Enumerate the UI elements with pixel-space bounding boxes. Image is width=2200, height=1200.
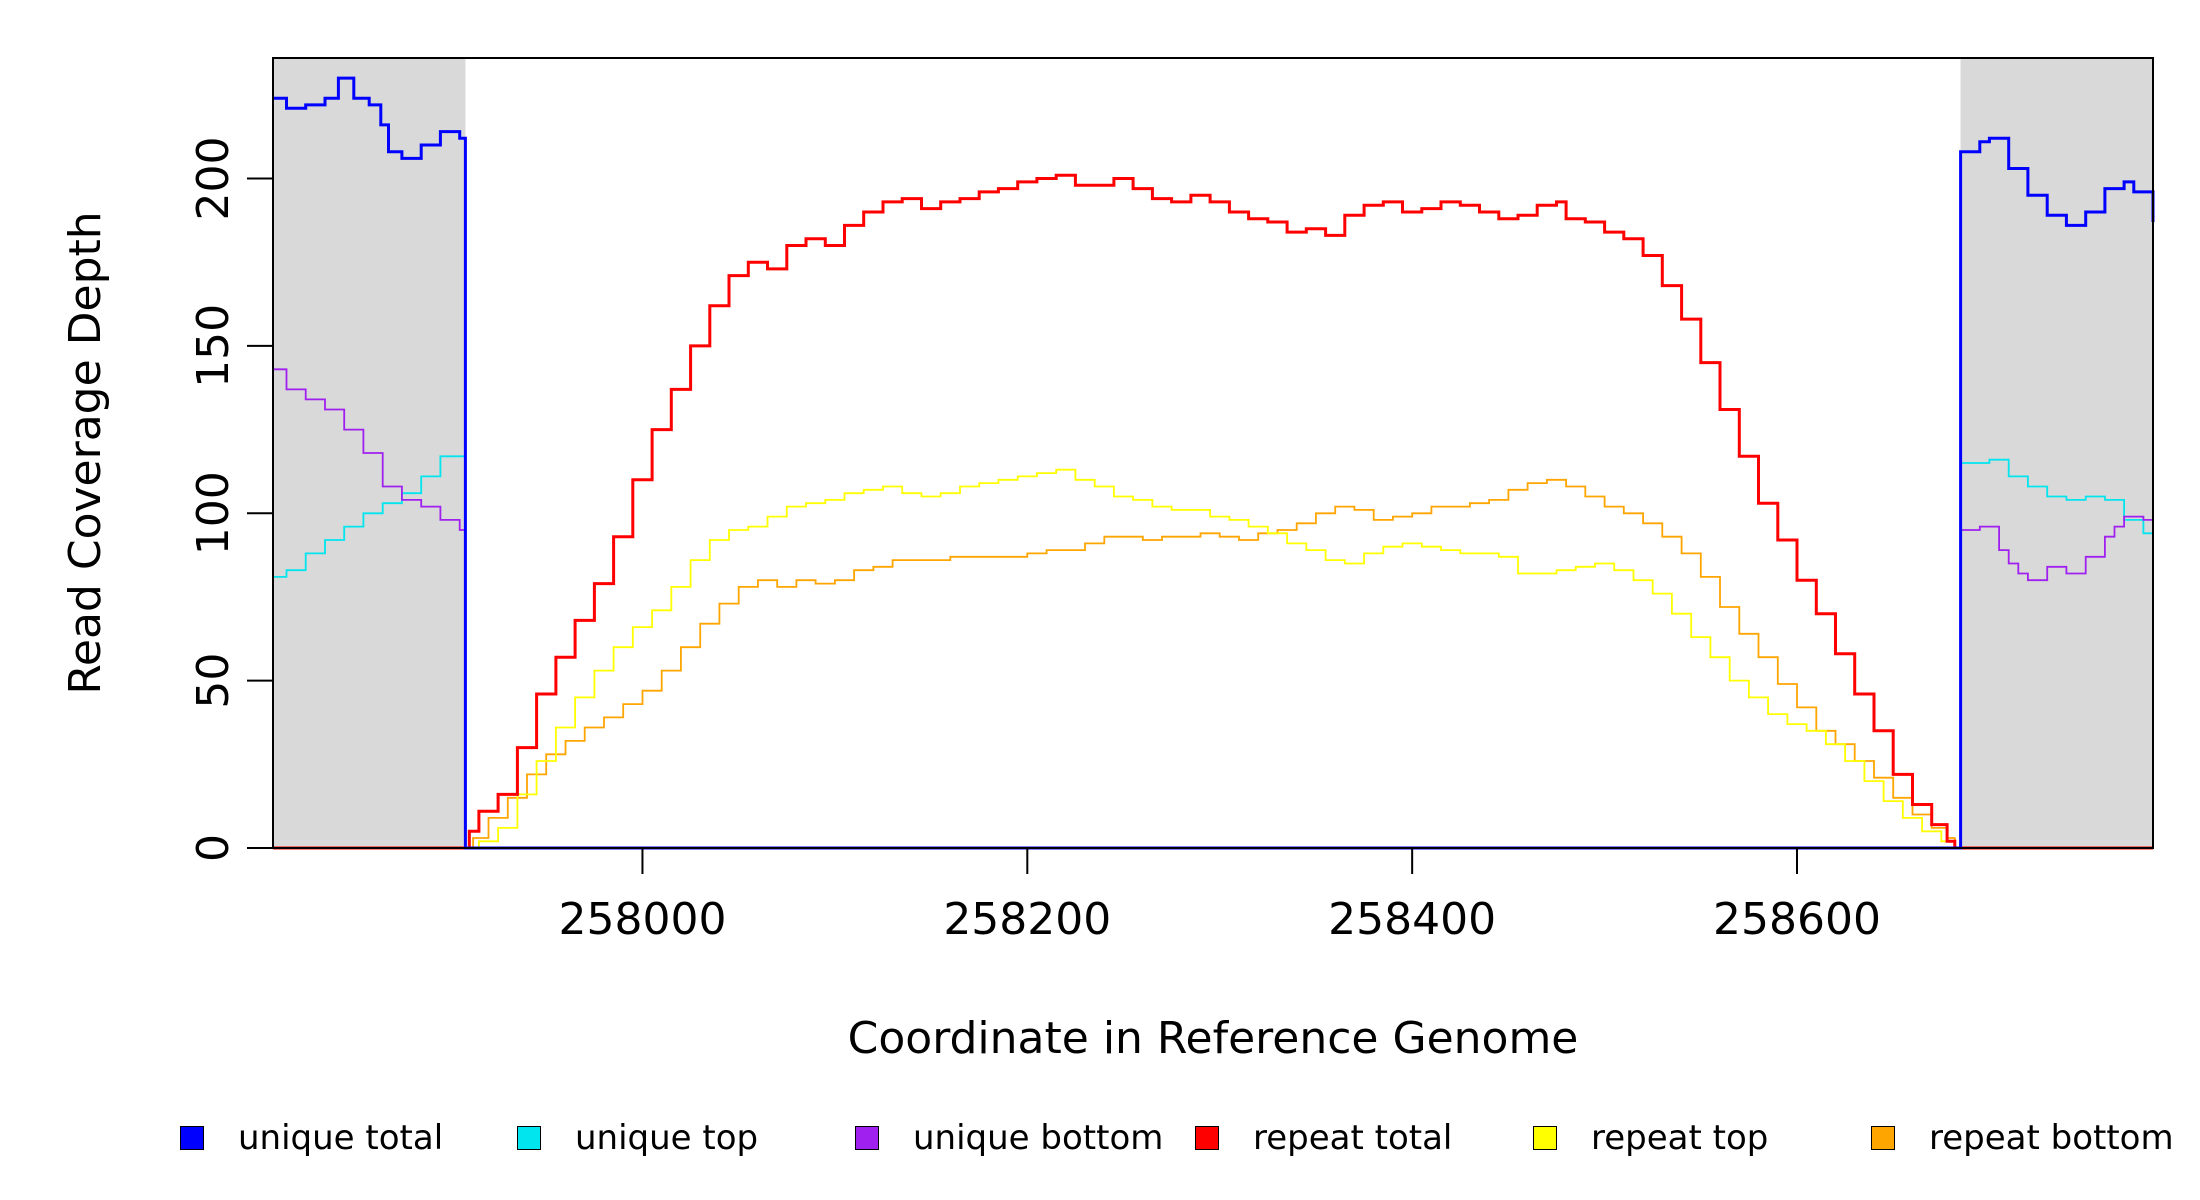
x-axis-title: Coordinate in Reference Genome [848,1013,1579,1064]
legend-swatch [517,1126,541,1150]
legend-item-unique-bottom: unique bottom [855,1118,1163,1158]
legend-item-repeat-total: repeat total [1195,1118,1452,1158]
y-tick-label: 200 [188,137,239,221]
y-tick-label: 150 [188,304,239,388]
series-line-unique-bottom [273,368,2154,849]
y-tick-label: 0 [188,834,239,862]
x-tick-label: 258400 [1328,894,1496,945]
y-tick-label: 100 [188,471,239,555]
series-line-repeat-top [273,468,2153,849]
legend-label: repeat top [1591,1118,1769,1158]
legend-swatch [180,1126,204,1150]
legend-item-unique-top: unique top [517,1118,758,1158]
legend-label: repeat bottom [1929,1118,2174,1158]
coverage-chart: 0 50 100 150 200 258000 258200 258400 258600 Coo… [60,57,2155,1064]
y-axis-title: Read Coverage Depth [60,211,111,694]
series-line-unique-top [273,455,2154,849]
legend-swatch [855,1126,879,1150]
x-tick-label: 258200 [943,894,1111,945]
legend-label: repeat total [1253,1118,1453,1158]
series-line-unique-total [273,76,2155,850]
series-line-repeat-total [273,173,2153,850]
axes: 0 50 100 150 200 258000 258200 258400 258600 [188,137,1881,945]
shaded-region-2 [1960,58,2153,848]
legend-item-repeat-top: repeat top [1533,1118,1768,1158]
legend-item-repeat-bottom: repeat bottom [1871,1118,2174,1158]
x-tick-label: 258600 [1713,894,1881,945]
legend-label: unique bottom [913,1118,1164,1158]
legend-swatch [1195,1126,1219,1150]
y-tick-label: 50 [188,653,239,709]
series-line-repeat-bottom [273,478,2153,849]
legend: unique total unique top unique bottom repea… [0,1118,2200,1166]
series-lines [273,76,2155,850]
legend-swatch [1533,1126,1557,1150]
legend-item-unique-total: unique total [180,1118,443,1158]
legend-label: unique total [238,1118,444,1158]
legend-label: unique top [575,1118,759,1158]
legend-swatch [1871,1126,1895,1150]
plot-frame [272,57,2154,849]
x-tick-label: 258000 [558,894,726,945]
